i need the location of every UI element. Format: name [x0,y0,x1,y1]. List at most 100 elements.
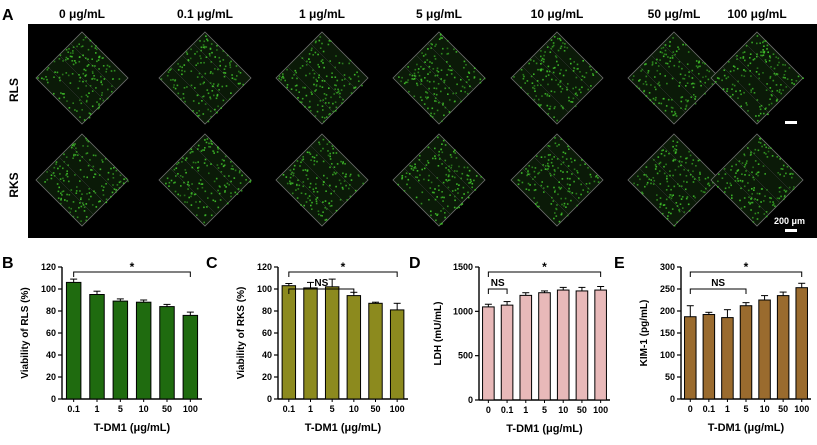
fluorescent-speck [769,87,772,89]
fluorescent-speck [166,74,169,77]
fluorescent-speck [47,81,49,84]
fluorescent-speck [199,40,201,42]
fluorescent-speck [746,160,748,162]
fluorescent-speck [760,51,762,53]
fluorescent-speck [435,87,438,90]
fluorescent-speck [433,112,436,115]
fluorescent-speck [446,74,448,76]
fluorescent-speck [331,76,333,78]
fluorescent-speck [755,71,758,73]
fluorescent-speck [196,94,199,97]
fluorescent-speck [653,102,655,105]
fluorescent-speck [302,156,304,158]
fluorescent-speck [464,91,466,93]
fluorescent-speck [525,168,527,170]
fluorescent-speck [563,202,566,205]
fluorescent-speck [94,192,97,194]
fluorescent-speck [551,78,553,81]
fluorescent-speck [557,83,560,86]
fluorescent-speck [443,196,445,199]
fluorescent-speck [693,94,695,96]
fluorescent-speck [97,107,99,110]
fluorescent-speck [750,209,752,211]
fluorescent-speck [348,83,351,85]
fluorescent-speck [759,138,762,140]
tile-grid-line [58,156,106,204]
fluorescent-speck [426,160,429,162]
fluorescent-speck [771,155,774,157]
fluorescent-speck [575,192,578,195]
fluorescent-speck [685,157,687,160]
fluorescent-speck [335,209,338,212]
fluorescent-speck [88,192,91,194]
fluorescent-speck [556,204,558,206]
fluorescent-speck [708,70,710,73]
fluorescent-speck [306,151,309,154]
fluorescent-speck [783,189,786,192]
fluorescent-speck [557,64,559,66]
fluorescent-speck [282,73,284,75]
fluorescent-speck [322,183,325,186]
fluorescent-speck [206,89,209,91]
fluorescent-speck [463,166,466,169]
fluorescent-speck [527,173,529,176]
tile-grid-line [170,168,217,215]
fluorescent-speck [71,55,73,58]
fluorescent-speck [424,77,426,79]
fluorescent-speck [430,47,432,49]
fluorescent-speck [779,186,782,189]
fluorescent-speck [679,73,682,76]
fluorescent-speck [473,70,475,73]
fluorescent-speck [330,40,332,42]
fluorescent-speck [420,80,423,82]
fluorescent-speck [645,75,648,78]
fluorescent-speck [645,83,648,86]
fluorescent-speck [741,173,743,175]
fluorescent-speck [758,73,760,76]
fluorescent-speck [658,102,660,104]
fluorescent-speck [85,57,87,59]
fluorescent-speck [222,50,225,52]
significance-bracket [689,288,747,294]
fluorescent-speck [198,182,200,185]
fluorescent-speck [436,67,439,70]
fluorescent-speck [334,66,336,69]
fluorescent-speck [63,161,66,163]
fluorescent-speck [330,96,332,99]
fluorescent-speck [301,159,304,162]
y-tick-label: 0 [468,395,473,405]
fluorescent-speck [61,73,64,76]
fluorescent-speck [795,80,798,82]
fluorescent-speck [736,177,739,180]
fluorescent-speck [763,151,766,154]
fluorescent-speck [250,179,252,182]
fluorescent-speck [765,211,768,213]
fluorescent-speck [422,55,425,57]
fluorescent-speck [340,160,342,163]
fluorescent-speck [199,83,202,86]
fluorescent-speck [72,157,74,159]
fluorescent-speck [699,173,701,175]
tile-grid-line [745,145,792,192]
fluorescent-speck [236,75,238,77]
fluorescent-speck [566,88,568,91]
fluorescent-speck [101,159,103,161]
fluorescent-speck [779,173,781,176]
fluorescent-speck [341,102,343,104]
fluorescent-speck [518,179,521,182]
fluorescent-speck [754,148,757,151]
fluorescent-speck [660,102,663,105]
fluorescent-speck [540,59,543,62]
fluorescent-speck [769,197,771,199]
microscopy-tile [710,31,804,125]
fluorescent-speck [686,181,688,183]
fluorescent-speck [767,51,769,53]
fluorescent-speck [454,189,457,192]
fluorescent-speck [467,71,470,74]
fluorescent-speck [414,68,417,71]
fluorescent-speck [442,47,444,50]
fluorescent-speck [685,44,687,46]
fluorescent-speck [330,200,333,202]
fluorescent-speck [205,35,207,37]
fluorescent-speck [306,60,308,63]
